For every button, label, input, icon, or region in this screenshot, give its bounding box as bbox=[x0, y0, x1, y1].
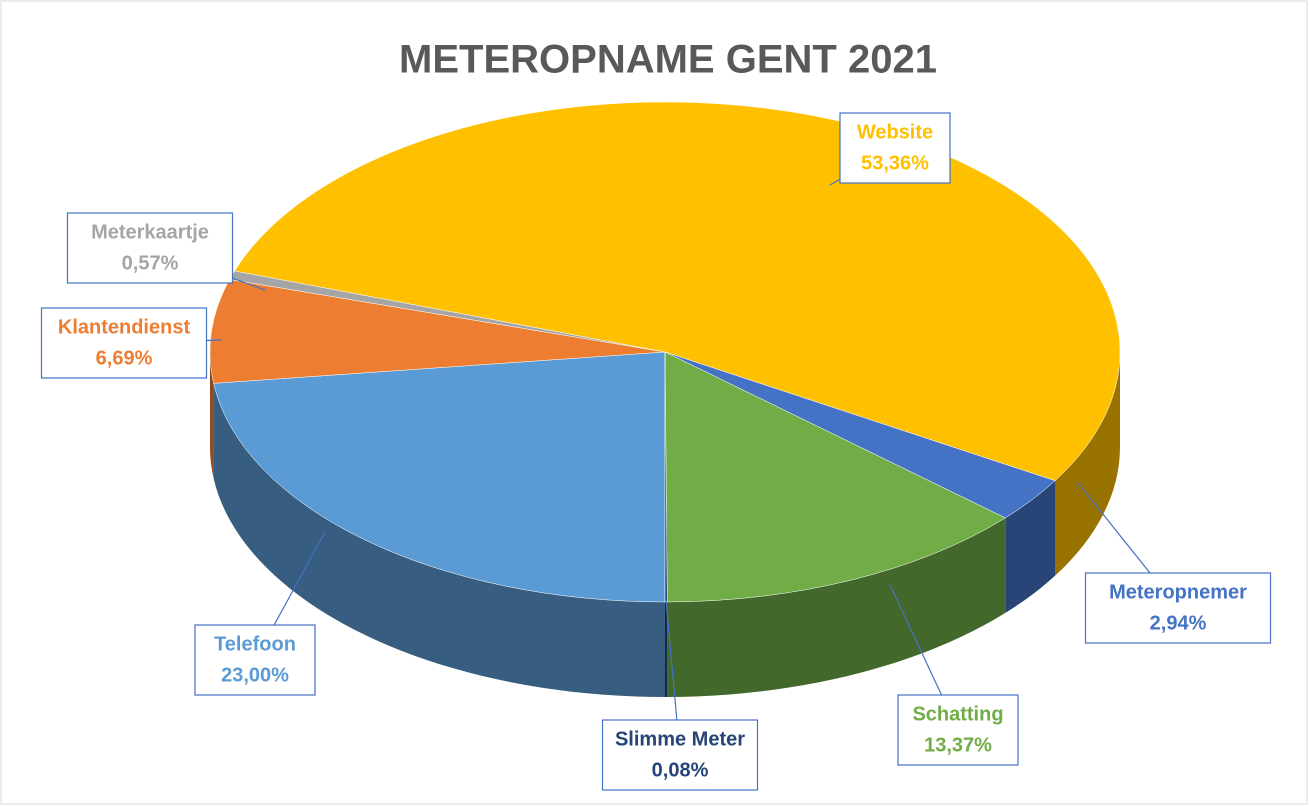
slice-side bbox=[1055, 352, 1120, 576]
label-box bbox=[40, 307, 208, 379]
category-label: Website bbox=[857, 121, 933, 143]
slice-side bbox=[213, 383, 665, 697]
slice-side bbox=[210, 352, 214, 479]
category-label: Klantendienst bbox=[58, 316, 191, 338]
value-label: 23,00% bbox=[221, 664, 289, 686]
label-box bbox=[601, 719, 759, 791]
slice bbox=[213, 351, 666, 603]
value-label: 6,69% bbox=[96, 347, 153, 369]
value-label: 13,37% bbox=[924, 734, 992, 756]
slice-side bbox=[667, 517, 1006, 697]
slice bbox=[664, 351, 1006, 603]
value-label: 2,94% bbox=[1150, 612, 1207, 634]
value-label: 0,08% bbox=[652, 759, 709, 781]
slice-side bbox=[665, 601, 668, 697]
label-box bbox=[194, 624, 316, 696]
category-label: Meteropnemer bbox=[1109, 581, 1247, 603]
chart-title: METEROPNAME GENT 2021 bbox=[399, 38, 937, 82]
label-box bbox=[1084, 572, 1272, 644]
label-box bbox=[839, 112, 951, 184]
label-box bbox=[897, 694, 1019, 766]
category-label: Slimme Meter bbox=[615, 728, 745, 750]
slice bbox=[209, 279, 666, 384]
category-label: Schatting bbox=[912, 703, 1003, 725]
category-label: Telefoon bbox=[214, 633, 296, 655]
value-label: 53,36% bbox=[861, 152, 929, 174]
slice-side bbox=[1005, 480, 1056, 613]
label-box bbox=[66, 212, 234, 284]
value-label: 0,57% bbox=[122, 252, 179, 274]
category-label: Meterkaartje bbox=[91, 221, 209, 243]
